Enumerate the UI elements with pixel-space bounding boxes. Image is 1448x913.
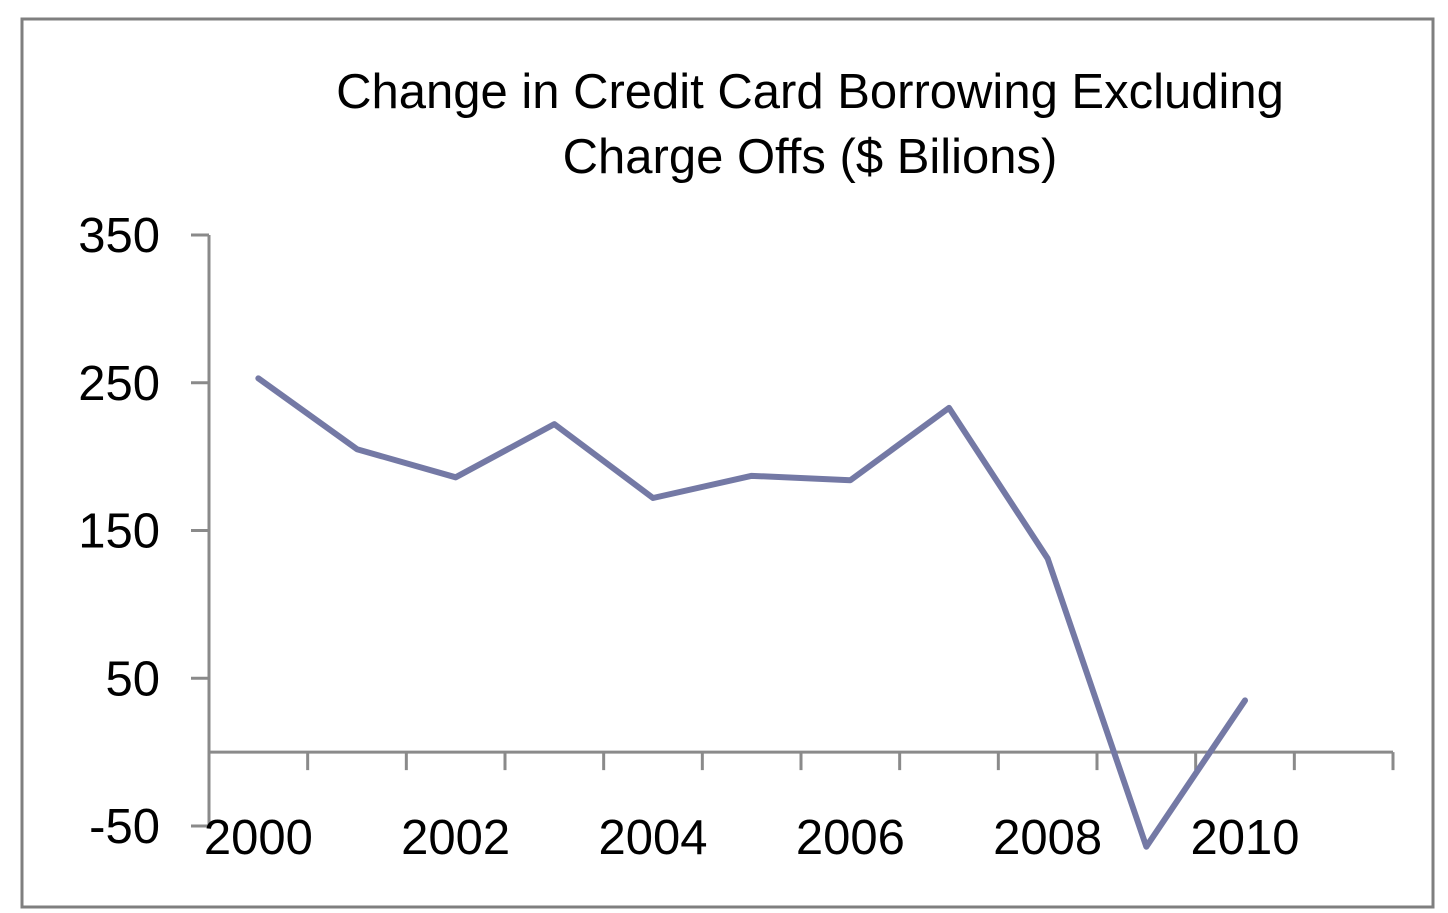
y-tick-label: 150 — [78, 505, 160, 559]
x-tick-label: 2006 — [796, 811, 905, 865]
y-tick-label: 350 — [78, 209, 160, 263]
y-tick-label: 50 — [105, 652, 160, 706]
chart-title-line-2: Charge Offs ($ Bilions) — [563, 130, 1058, 184]
series-layer — [255, 375, 1248, 850]
y-tick-labels: 350 250 150 50 -50 — [78, 209, 160, 854]
y-tick-label: 250 — [78, 357, 160, 411]
chart-border — [20, 17, 1435, 909]
x-tick-label: 2000 — [204, 811, 313, 865]
x-tick-labels: 2000 2002 2004 2006 2008 2010 — [204, 811, 1300, 865]
x-tick-label: 2010 — [1190, 811, 1299, 865]
x-tick-label: 2004 — [598, 811, 707, 865]
x-tick-label: 2008 — [993, 811, 1102, 865]
axes — [191, 233, 1395, 828]
x-tick-label: 2002 — [401, 811, 510, 865]
y-tick-label: -50 — [89, 800, 160, 854]
chart-title-line-1: Change in Credit Card Borrowing Excludin… — [336, 65, 1284, 119]
